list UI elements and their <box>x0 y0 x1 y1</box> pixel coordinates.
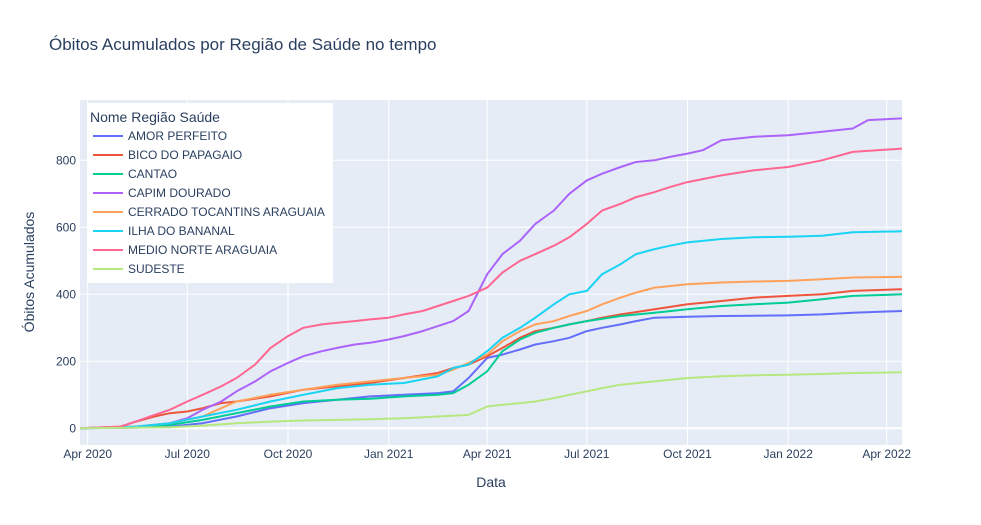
legend-label: SUDESTE <box>128 262 185 276</box>
series-line-bico-do-papagaio[interactable] <box>79 288 903 430</box>
legend-label: ILHA DO BANANAL <box>128 224 235 238</box>
legend-title: Nome Região Saúde <box>90 109 220 125</box>
x-axis-title: Data <box>476 474 506 490</box>
x-tick-label: Jul 2020 <box>165 447 211 461</box>
legend-label: CERRADO TOCANTINS ARAGUAIA <box>128 205 325 219</box>
x-tick-label: Jan 2021 <box>364 447 414 461</box>
legend-label: MEDIO NORTE ARAGUAIA <box>128 243 277 257</box>
legend-item[interactable]: CANTAO <box>93 167 177 181</box>
x-tick-label: Jan 2022 <box>764 447 814 461</box>
legend-item[interactable]: SUDESTE <box>93 262 185 276</box>
legend-label: BICO DO PAPAGAIO <box>128 148 242 162</box>
x-axis-ticks: Apr 2020 Jul 2020 Oct 2020 Jan 2021 Apr 2021… <box>63 447 911 461</box>
x-tick-label: Oct 2021 <box>663 447 712 461</box>
x-tick-label: Apr 2021 <box>463 447 512 461</box>
x-tick-label: Oct 2020 <box>264 447 313 461</box>
series-line-ilha-do-bananal[interactable] <box>79 230 903 430</box>
legend-label: AMOR PERFEITO <box>128 129 227 143</box>
legend-item[interactable]: CERRADO TOCANTINS ARAGUAIA <box>93 205 325 219</box>
y-tick-label: 800 <box>56 153 76 167</box>
y-tick-label: 400 <box>56 287 76 301</box>
series-line-medio-norte-araguaia[interactable] <box>79 147 903 430</box>
series-line-amor-perfeito[interactable] <box>79 310 903 430</box>
legend-item[interactable]: CAPIM DOURADO <box>93 186 231 200</box>
legend-item[interactable]: BICO DO PAPAGAIO <box>93 148 242 162</box>
y-tick-label: 0 <box>69 421 76 435</box>
x-tick-label: Apr 2020 <box>63 447 112 461</box>
y-axis-title: Óbitos Acumulados <box>21 212 37 333</box>
legend-item[interactable]: ILHA DO BANANAL <box>93 224 235 238</box>
series-line-sudeste[interactable] <box>79 371 903 430</box>
series-line-cerrado-tocantins-araguaia[interactable] <box>79 275 903 430</box>
legend-item[interactable]: MEDIO NORTE ARAGUAIA <box>93 243 277 257</box>
series-lines[interactable] <box>79 117 903 430</box>
legend-box <box>87 103 333 283</box>
legend-item[interactable]: AMOR PERFEITO <box>93 129 227 143</box>
x-tick-label: Jul 2021 <box>564 447 610 461</box>
legend-label: CANTAO <box>128 167 177 181</box>
series-line-cantao[interactable] <box>79 293 903 430</box>
y-tick-label: 200 <box>56 354 76 368</box>
y-axis-ticks: 0 200 400 600 800 <box>56 153 76 435</box>
y-tick-label: 600 <box>56 220 76 234</box>
legend-label: CAPIM DOURADO <box>128 186 231 200</box>
chart-title: Óbitos Acumulados por Região de Saúde no… <box>49 35 436 54</box>
x-tick-label: Apr 2022 <box>862 447 911 461</box>
legend[interactable]: Nome Região Saúde AMOR PERFEITO BICO DO P… <box>87 103 333 283</box>
